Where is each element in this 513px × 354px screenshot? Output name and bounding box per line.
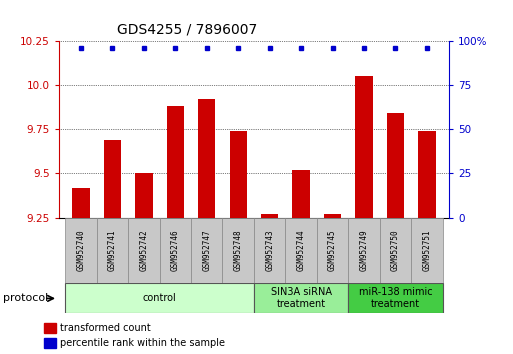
Bar <box>292 170 310 218</box>
FancyBboxPatch shape <box>128 218 160 283</box>
FancyBboxPatch shape <box>223 218 254 283</box>
Text: transformed count: transformed count <box>61 323 151 333</box>
FancyBboxPatch shape <box>348 283 443 313</box>
Text: GSM952751: GSM952751 <box>422 230 431 271</box>
Text: miR-138 mimic
treatment: miR-138 mimic treatment <box>359 287 432 309</box>
Text: GSM952749: GSM952749 <box>360 230 368 271</box>
FancyBboxPatch shape <box>317 218 348 283</box>
Bar <box>261 214 278 218</box>
Text: percentile rank within the sample: percentile rank within the sample <box>61 338 225 348</box>
FancyBboxPatch shape <box>97 218 128 283</box>
Bar <box>167 106 184 218</box>
Bar <box>387 113 404 218</box>
FancyBboxPatch shape <box>285 218 317 283</box>
Bar <box>198 99 215 218</box>
Bar <box>44 337 56 348</box>
Text: GSM952740: GSM952740 <box>76 230 86 271</box>
FancyBboxPatch shape <box>254 283 348 313</box>
Bar <box>229 131 247 218</box>
Text: GSM952747: GSM952747 <box>202 230 211 271</box>
Text: GSM952743: GSM952743 <box>265 230 274 271</box>
FancyBboxPatch shape <box>380 218 411 283</box>
Text: GSM952744: GSM952744 <box>297 230 306 271</box>
Text: GSM952746: GSM952746 <box>171 230 180 271</box>
Text: SIN3A siRNA
treatment: SIN3A siRNA treatment <box>270 287 331 309</box>
Text: GSM952745: GSM952745 <box>328 230 337 271</box>
Bar <box>44 323 56 333</box>
Bar <box>72 188 90 218</box>
FancyBboxPatch shape <box>348 218 380 283</box>
Bar <box>324 214 341 218</box>
FancyBboxPatch shape <box>65 218 97 283</box>
Bar <box>418 131 436 218</box>
Bar <box>135 173 152 218</box>
Text: control: control <box>143 293 176 303</box>
Text: GSM952741: GSM952741 <box>108 230 117 271</box>
FancyBboxPatch shape <box>160 218 191 283</box>
Text: protocol: protocol <box>3 293 48 303</box>
FancyBboxPatch shape <box>411 218 443 283</box>
Text: GSM952748: GSM952748 <box>234 230 243 271</box>
FancyBboxPatch shape <box>254 218 285 283</box>
FancyBboxPatch shape <box>191 218 223 283</box>
Text: GSM952750: GSM952750 <box>391 230 400 271</box>
Text: GDS4255 / 7896007: GDS4255 / 7896007 <box>117 23 258 37</box>
Bar <box>104 140 121 218</box>
FancyBboxPatch shape <box>65 283 254 313</box>
Text: GSM952742: GSM952742 <box>140 230 148 271</box>
Bar <box>356 76 372 218</box>
